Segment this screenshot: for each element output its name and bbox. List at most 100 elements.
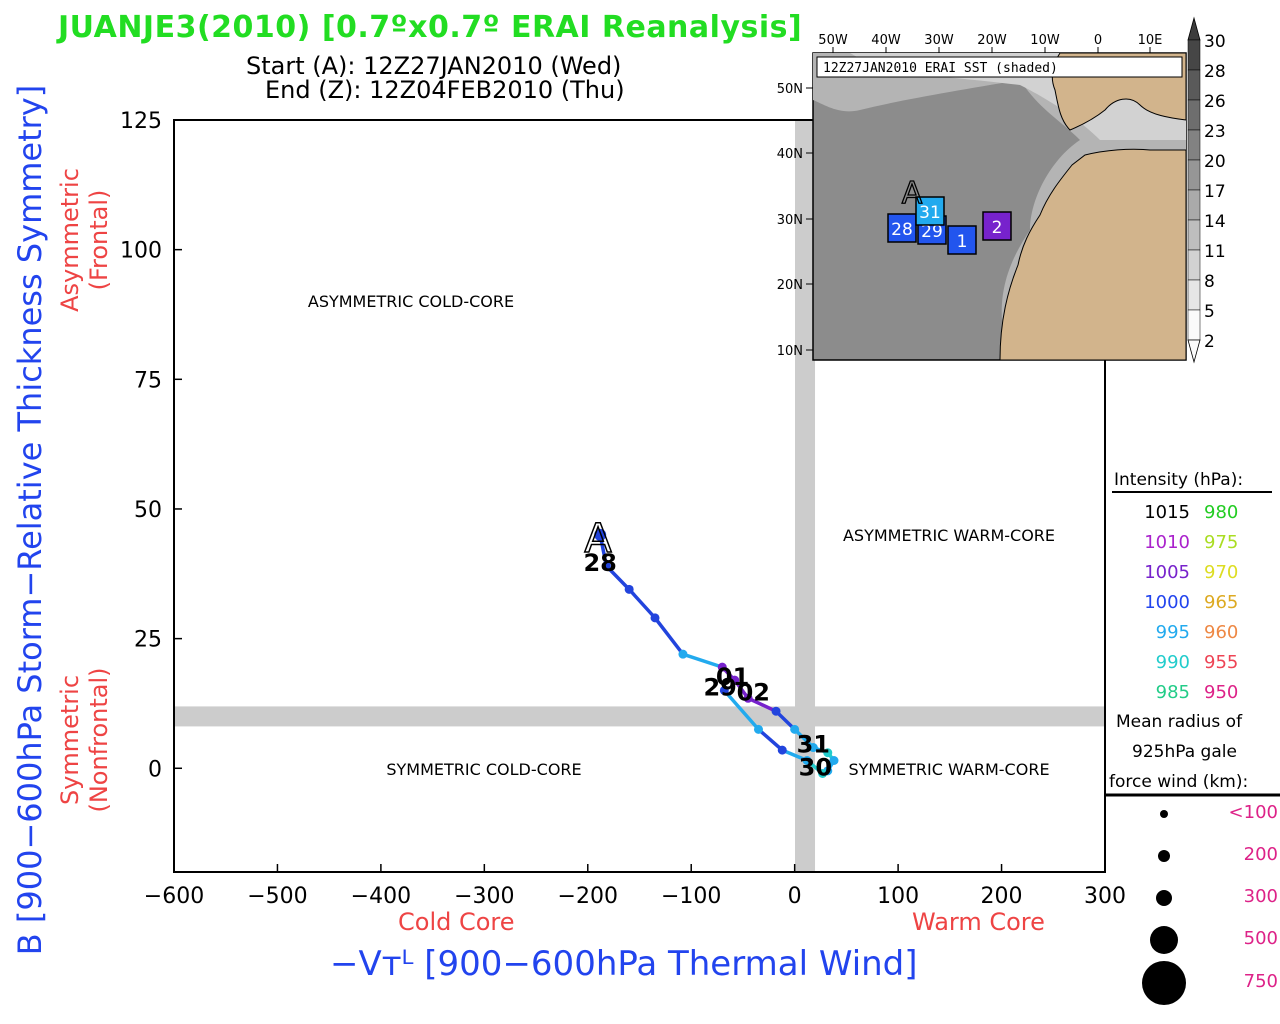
end-time: End (Z): 12Z04FEB2010 (Thu) (265, 76, 625, 104)
inset-lat-label: 10N (777, 344, 803, 359)
radius-label: <100 (1228, 802, 1278, 823)
plot-frame (173, 119, 1106, 873)
inset-box-label: 28 (891, 220, 913, 240)
intensity-value-right: 975 (1204, 532, 1239, 553)
colorbar-segment (1187, 249, 1201, 281)
intensity-value-right: 965 (1204, 592, 1239, 613)
day-label: 29 (703, 673, 736, 701)
track-point (678, 649, 688, 659)
x-tick-label: −400 (351, 884, 411, 909)
radius-title-3: force wind (km): (1109, 772, 1249, 792)
x-tick-label: −200 (558, 884, 618, 909)
inset-lat-labels: 50N 40N 30N 20N 10N (777, 82, 813, 359)
inset-lon-label: 50W (818, 33, 848, 48)
chart-title: JUANJE3(2010) [0.7ºx0.7º ERAI Reanalysis… (58, 10, 803, 45)
track-point (650, 613, 660, 623)
colorbar-segment (1187, 69, 1201, 101)
track-point (743, 693, 753, 703)
sst-colorbar: 30 28 26 23 20 17 14 11 8 5 2 (1187, 16, 1226, 364)
day-label: 31 (797, 730, 830, 758)
colorbar-segment (1187, 189, 1201, 221)
intensity-value-left: 990 (1155, 652, 1190, 673)
y-tick-label: 50 (134, 498, 162, 523)
y-tick-label: 100 (120, 239, 162, 264)
vertical-divider (795, 120, 816, 872)
colorbar-label: 20 (1204, 152, 1226, 172)
day-label: 01 (716, 663, 749, 691)
track-segment (682, 652, 723, 669)
intensity-value-left: 1010 (1144, 532, 1190, 553)
x-axis-title: −Vᴛᴸ [900−600hPa Thermal Wind] (330, 944, 918, 984)
inset-lat-label: 40N (777, 147, 803, 162)
x-tick-label: 300 (1084, 884, 1126, 909)
radius-legend-circle (1142, 961, 1186, 1005)
colorbar-segment (1187, 219, 1201, 251)
x-tick-label: −300 (454, 884, 514, 909)
inset-box-label: 2 (992, 218, 1003, 238)
colorbar-segment (1187, 99, 1201, 131)
radius-title-1: Mean radius of (1116, 712, 1243, 732)
intensity-value-left: 1015 (1144, 502, 1190, 523)
intensity-legend-title: Intensity (hPa): (1114, 470, 1244, 490)
radius-label: 300 (1243, 886, 1278, 907)
x-tick-label: 100 (877, 884, 919, 909)
track-point (594, 528, 607, 541)
x-sub-left: Cold Core (398, 908, 515, 936)
inset-lon-label: 30W (924, 33, 954, 48)
inset-lat-label: 30N (777, 213, 803, 228)
inset-lon-labels: 50W 40W 30W 20W 10W 0 10E (818, 33, 1162, 53)
inset-start-marker: A (902, 176, 923, 211)
day-label: 30 (799, 754, 832, 782)
colorbar-label: 8 (1204, 272, 1215, 292)
inset-track-box (915, 196, 945, 226)
track-segment (757, 728, 784, 752)
inset-title-box (816, 56, 1183, 78)
inset-box-label: 1 (957, 232, 968, 252)
track-segment (605, 564, 631, 591)
colorbar-label: 11 (1204, 242, 1226, 262)
track-point (624, 584, 634, 594)
quadrant-label-top-left: ASYMMETRIC COLD-CORE (308, 292, 514, 311)
quadrant-label-top-right: ASYMMETRIC WARM-CORE (843, 526, 1055, 545)
y-tick-label: 125 (120, 109, 162, 134)
track-point (719, 685, 729, 695)
inset-lon-label: 40W (871, 33, 901, 48)
colorbar-segment (1187, 39, 1201, 71)
colorbar-label: 17 (1204, 182, 1226, 202)
y-tick-label: 25 (134, 628, 162, 653)
x-tick-label: 0 (788, 884, 802, 909)
x-tick-label: 200 (981, 884, 1023, 909)
intensity-value-left: 985 (1155, 682, 1190, 703)
quadrant-label-bottom-right: SYMMETRIC WARM-CORE (848, 760, 1049, 779)
x-sub-right: Warm Core (912, 908, 1045, 936)
quadrant-dividers (174, 120, 1105, 872)
track-point (808, 743, 818, 753)
start-time: Start (A): 12Z27JAN2010 (Wed) (246, 52, 622, 80)
y-sub-top-1: Asymmetric (56, 168, 84, 312)
y-tick-label: 75 (134, 368, 162, 393)
colorbar-label: 23 (1204, 122, 1226, 142)
track-point (818, 768, 828, 778)
x-axis-ticks: −600 −500 −400 −300 −200 −100 0 100 200 300 (144, 864, 1126, 909)
intensity-value-right: 950 (1204, 682, 1239, 703)
inset-track-box (887, 213, 917, 243)
colorbar-label: 28 (1204, 62, 1226, 82)
y-sub-bottom-2: (Nonfrontal) (85, 667, 113, 813)
colorbar-segment (1187, 279, 1201, 311)
track-point (802, 755, 812, 765)
track-point (601, 561, 611, 571)
intensity-value-right: 960 (1204, 622, 1239, 643)
intensity-value-left: 1005 (1144, 562, 1190, 583)
radius-legend-circle (1158, 850, 1170, 862)
track-segment (653, 616, 685, 656)
radius-legend-circle (1156, 890, 1172, 906)
colorbar-label: 2 (1204, 332, 1215, 352)
inset-lat-label: 20N (777, 278, 803, 293)
intensity-value-right: 970 (1204, 562, 1239, 583)
y-axis-title: B [900−600hPa Storm−Relative Thickness S… (11, 84, 49, 956)
x-tick-label: −600 (144, 884, 204, 909)
colorbar-segment (1187, 129, 1201, 161)
track-segment (627, 588, 657, 620)
y-axis-ticks: 0 25 50 75 100 125 (120, 109, 182, 782)
y-tick-label: 0 (148, 757, 162, 782)
